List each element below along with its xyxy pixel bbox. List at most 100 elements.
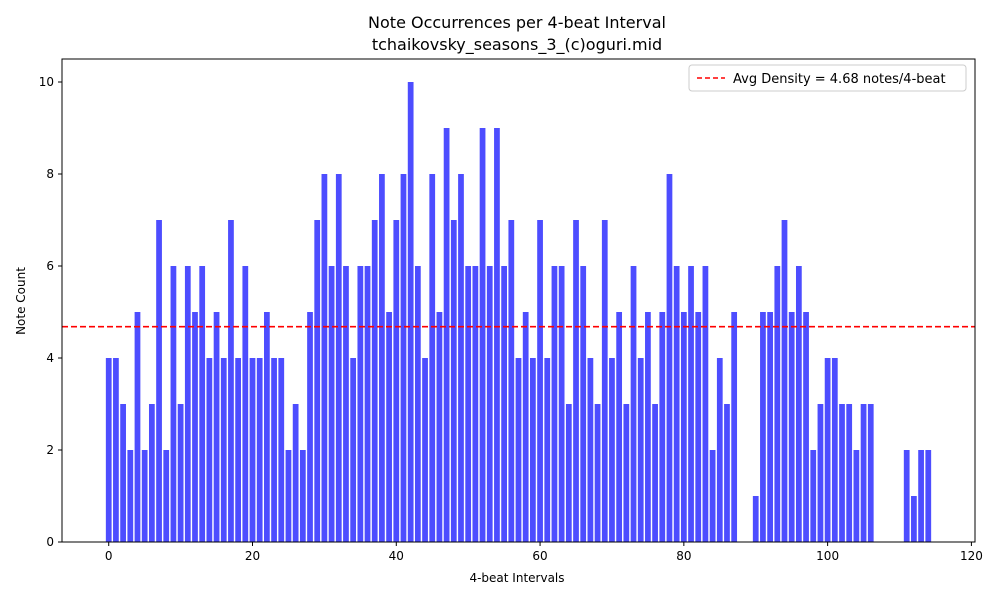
bar-100 bbox=[824, 358, 831, 542]
bar-94 bbox=[781, 220, 788, 542]
bar-47 bbox=[443, 128, 450, 542]
bar-57 bbox=[515, 358, 522, 542]
x-tick-label-0: 0 bbox=[105, 549, 113, 563]
bar-40 bbox=[393, 220, 400, 542]
chart-title: Note Occurrences per 4-beat Interval bbox=[368, 13, 666, 32]
y-axis-ticks: 0 2 4 6 8 10 bbox=[39, 75, 62, 549]
bar-26 bbox=[292, 404, 299, 542]
bar-86 bbox=[724, 404, 730, 542]
bar-60 bbox=[537, 220, 543, 542]
bar-17 bbox=[228, 220, 234, 542]
bar-112 bbox=[911, 496, 917, 542]
bar-5 bbox=[141, 450, 148, 542]
bar-72 bbox=[623, 404, 630, 542]
bar-81 bbox=[688, 266, 694, 542]
bar-67 bbox=[587, 358, 594, 542]
bar-9 bbox=[170, 266, 177, 542]
x-tick-label-60: 60 bbox=[532, 549, 547, 563]
bar-36 bbox=[364, 266, 371, 542]
bar-11 bbox=[184, 266, 191, 542]
bar-99 bbox=[817, 404, 824, 542]
bar-45 bbox=[429, 174, 436, 542]
bar-80 bbox=[680, 312, 687, 542]
bar-111 bbox=[903, 450, 910, 542]
bar-3 bbox=[127, 450, 134, 542]
bar-21 bbox=[256, 358, 263, 542]
bar-23 bbox=[271, 358, 277, 542]
bar-16 bbox=[220, 358, 227, 542]
bar-28 bbox=[307, 312, 313, 542]
bar-74 bbox=[637, 358, 644, 542]
y-tick-label-4: 4 bbox=[46, 351, 54, 365]
bar-38 bbox=[379, 174, 385, 542]
bar-114 bbox=[925, 450, 932, 542]
bar-83 bbox=[702, 266, 709, 542]
bar-85 bbox=[716, 358, 723, 542]
bar-24 bbox=[278, 358, 285, 542]
bar-76 bbox=[652, 404, 658, 542]
bar-18 bbox=[235, 358, 241, 542]
y-tick-label-8: 8 bbox=[46, 167, 54, 181]
bar-96 bbox=[795, 266, 802, 542]
bar-29 bbox=[314, 220, 321, 542]
x-tick-label-40: 40 bbox=[389, 549, 404, 563]
bar-59 bbox=[530, 358, 536, 542]
bar-102 bbox=[839, 404, 845, 542]
bar-53 bbox=[486, 266, 493, 542]
bar-92 bbox=[767, 312, 773, 542]
bar-15 bbox=[213, 312, 220, 542]
bar-30 bbox=[321, 174, 328, 542]
bar-51 bbox=[472, 266, 479, 542]
bar-14 bbox=[206, 358, 213, 542]
x-axis-label: 4-beat Intervals bbox=[469, 571, 564, 585]
x-axis-ticks: 0 20 40 60 80 100 120 bbox=[105, 542, 983, 563]
y-axis-label: Note Count bbox=[14, 267, 28, 335]
bar-0 bbox=[105, 358, 112, 542]
bar-98 bbox=[810, 450, 817, 542]
y-tick-label-10: 10 bbox=[39, 75, 54, 89]
bar-87 bbox=[731, 312, 738, 542]
bar-77 bbox=[659, 312, 666, 542]
bar-33 bbox=[343, 266, 349, 542]
bar-55 bbox=[501, 266, 507, 542]
bar-71 bbox=[616, 312, 623, 542]
bar-84 bbox=[709, 450, 716, 542]
bars-group bbox=[105, 82, 932, 542]
bar-39 bbox=[386, 312, 392, 542]
bar-95 bbox=[788, 312, 795, 542]
bar-101 bbox=[831, 358, 838, 542]
bar-12 bbox=[192, 312, 198, 542]
bar-56 bbox=[508, 220, 515, 542]
bar-82 bbox=[695, 312, 702, 542]
bar-35 bbox=[357, 266, 364, 542]
bar-6 bbox=[148, 404, 155, 542]
bar-93 bbox=[774, 266, 781, 542]
bar-43 bbox=[414, 266, 421, 542]
bar-8 bbox=[163, 450, 170, 542]
bar-105 bbox=[860, 404, 867, 542]
bar-42 bbox=[407, 82, 414, 542]
bar-25 bbox=[285, 450, 292, 542]
bar-10 bbox=[177, 404, 184, 542]
bar-13 bbox=[199, 266, 206, 542]
bar-1 bbox=[113, 358, 119, 542]
bar-106 bbox=[867, 404, 874, 542]
x-tick-label-120: 120 bbox=[960, 549, 983, 563]
bar-61 bbox=[544, 358, 551, 542]
legend-box bbox=[688, 64, 967, 92]
bar-78 bbox=[666, 174, 673, 542]
bar-34 bbox=[350, 358, 357, 542]
bar-79 bbox=[673, 266, 680, 542]
bar-22 bbox=[264, 312, 270, 542]
bar-4 bbox=[134, 312, 141, 542]
legend: Avg Density = 4.68 notes/4-beat bbox=[688, 64, 967, 92]
bar-68 bbox=[594, 404, 601, 542]
bar-65 bbox=[573, 220, 579, 542]
bar-7 bbox=[156, 220, 162, 542]
bar-19 bbox=[242, 266, 249, 542]
chart-subtitle: tchaikovsky_seasons_3_(c)oguri.mid bbox=[372, 35, 662, 55]
y-tick-label-0: 0 bbox=[46, 535, 54, 549]
y-tick-label-6: 6 bbox=[46, 259, 54, 273]
bar-64 bbox=[565, 404, 572, 542]
